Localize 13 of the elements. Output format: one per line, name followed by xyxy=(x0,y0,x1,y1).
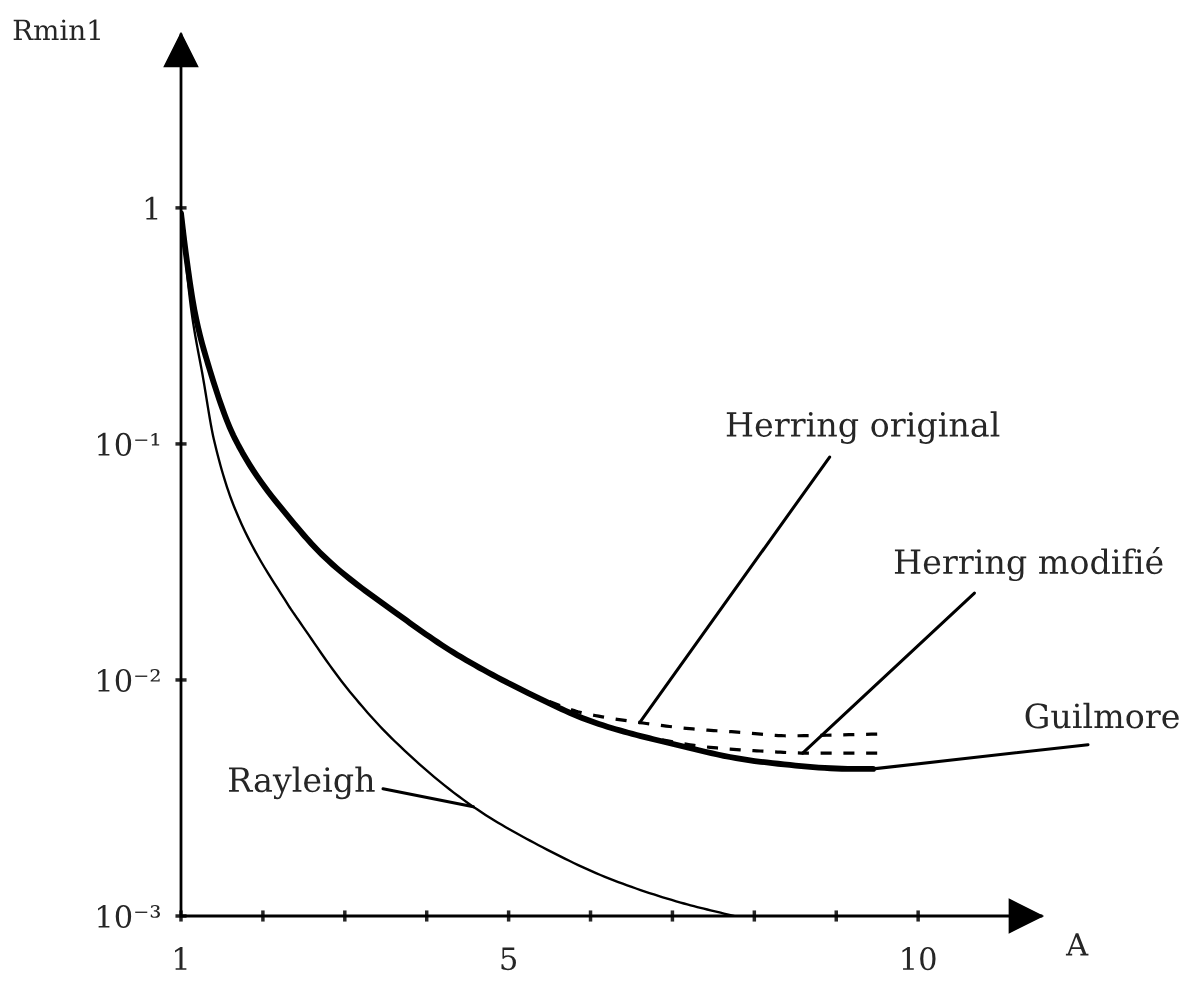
y-axis-title: Rmin1 xyxy=(13,19,100,41)
y-tick-label: 10⁻³ xyxy=(98,904,160,929)
x-tick-label: 1 xyxy=(175,947,187,970)
y-tick-label: 10⁻¹ xyxy=(98,432,160,456)
y-tick-label: 10⁻² xyxy=(98,668,160,692)
annotation: Herring original xyxy=(726,411,1000,444)
annotation: Rayleigh xyxy=(229,766,375,800)
y-tick-label: 1 xyxy=(145,196,158,220)
annotation: Guilmore xyxy=(1025,702,1179,729)
annotation: Herring modifié xyxy=(894,547,1163,582)
x-tick-label: 5 xyxy=(501,947,516,971)
x-axis-title: A xyxy=(1065,933,1089,956)
x-tick-label: 10 xyxy=(902,947,936,971)
